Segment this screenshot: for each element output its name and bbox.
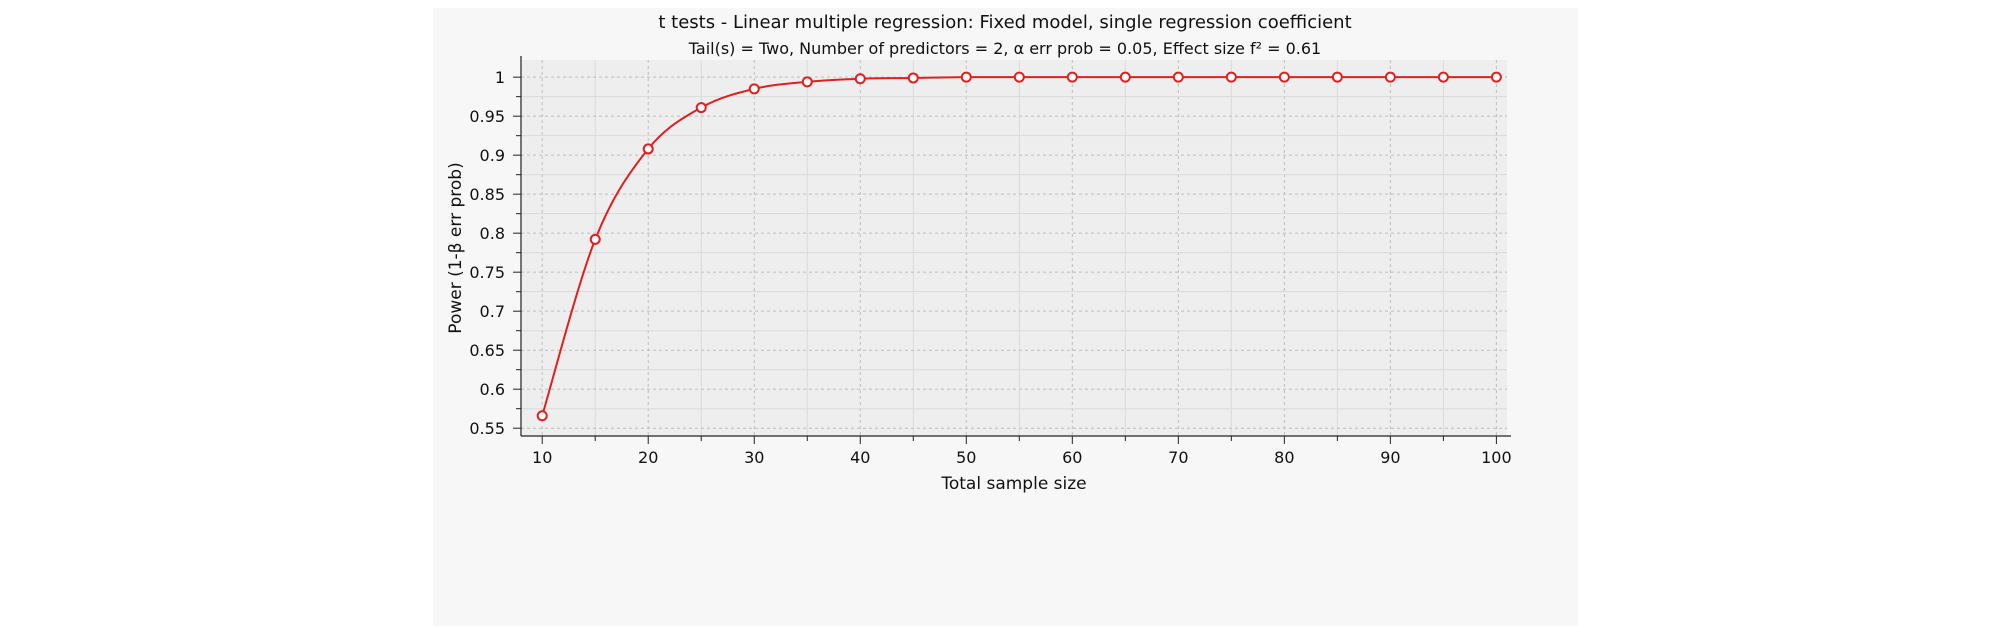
data-point: [589, 233, 601, 245]
data-point: [1066, 71, 1078, 83]
data-point: [1013, 71, 1025, 83]
data-point: [854, 73, 866, 85]
data-point: [1331, 71, 1343, 83]
data-point: [1119, 71, 1131, 83]
x-tick-label: 90: [1380, 448, 1400, 467]
y-tick-label: 0.65: [469, 341, 505, 360]
data-point: [1278, 71, 1290, 83]
y-tick-label: 0.7: [480, 302, 505, 321]
x-tick-label: 60: [1062, 448, 1082, 467]
x-tick-label: 50: [956, 448, 976, 467]
y-axis-label: Power (1-β err prob): [446, 162, 466, 333]
y-axis-ticks: 0.55 0.6 0.65 0.7 0.75 0.8 0.85 0.9 0.95 1: [469, 68, 521, 438]
chart-title: t tests - Linear multiple regression: Fi…: [658, 12, 1351, 33]
y-tick-label: 0.9: [480, 146, 505, 165]
data-point: [960, 71, 972, 83]
data-point: [1437, 71, 1449, 83]
data-point: [1490, 71, 1502, 83]
x-axis-ticks: 10 20 30 40 50 60 70 80 90 100: [532, 436, 1512, 467]
data-point: [642, 143, 654, 155]
data-point: [801, 76, 813, 88]
plot-area: [521, 60, 1507, 436]
data-point: [748, 83, 760, 95]
data-point: [907, 72, 919, 84]
y-tick-label: 0.95: [469, 107, 505, 126]
x-tick-label: 100: [1481, 448, 1512, 467]
y-tick-label: 0.85: [469, 185, 505, 204]
vertical-grid: [541, 60, 1497, 436]
y-tick-label: 0.8: [480, 224, 505, 243]
y-tick-label: 0.75: [469, 263, 505, 282]
y-tick-label: 0.55: [469, 419, 505, 438]
data-point: [1172, 71, 1184, 83]
x-tick-label: 10: [532, 448, 552, 467]
x-tick-label: 40: [850, 448, 870, 467]
x-tick-label: 70: [1168, 448, 1188, 467]
series-layer: [536, 71, 1502, 422]
x-tick-label: 30: [744, 448, 764, 467]
x-tick-label: 20: [638, 448, 658, 467]
data-point: [1225, 71, 1237, 83]
axes: [520, 56, 1511, 437]
x-tick-label: 80: [1274, 448, 1294, 467]
chart-subtitle: Tail(s) = Two, Number of predictors = 2,…: [688, 39, 1321, 58]
x-axis-label: Total sample size: [940, 474, 1086, 494]
data-point: [1384, 71, 1396, 83]
data-point: [536, 410, 548, 422]
chart-panel: t tests - Linear multiple regression: Fi…: [433, 8, 1578, 626]
y-tick-label: 1: [495, 68, 505, 87]
data-point: [695, 102, 707, 114]
y-tick-label: 0.6: [480, 380, 505, 399]
power-chart: t tests - Linear multiple regression: Fi…: [446, 12, 1512, 494]
